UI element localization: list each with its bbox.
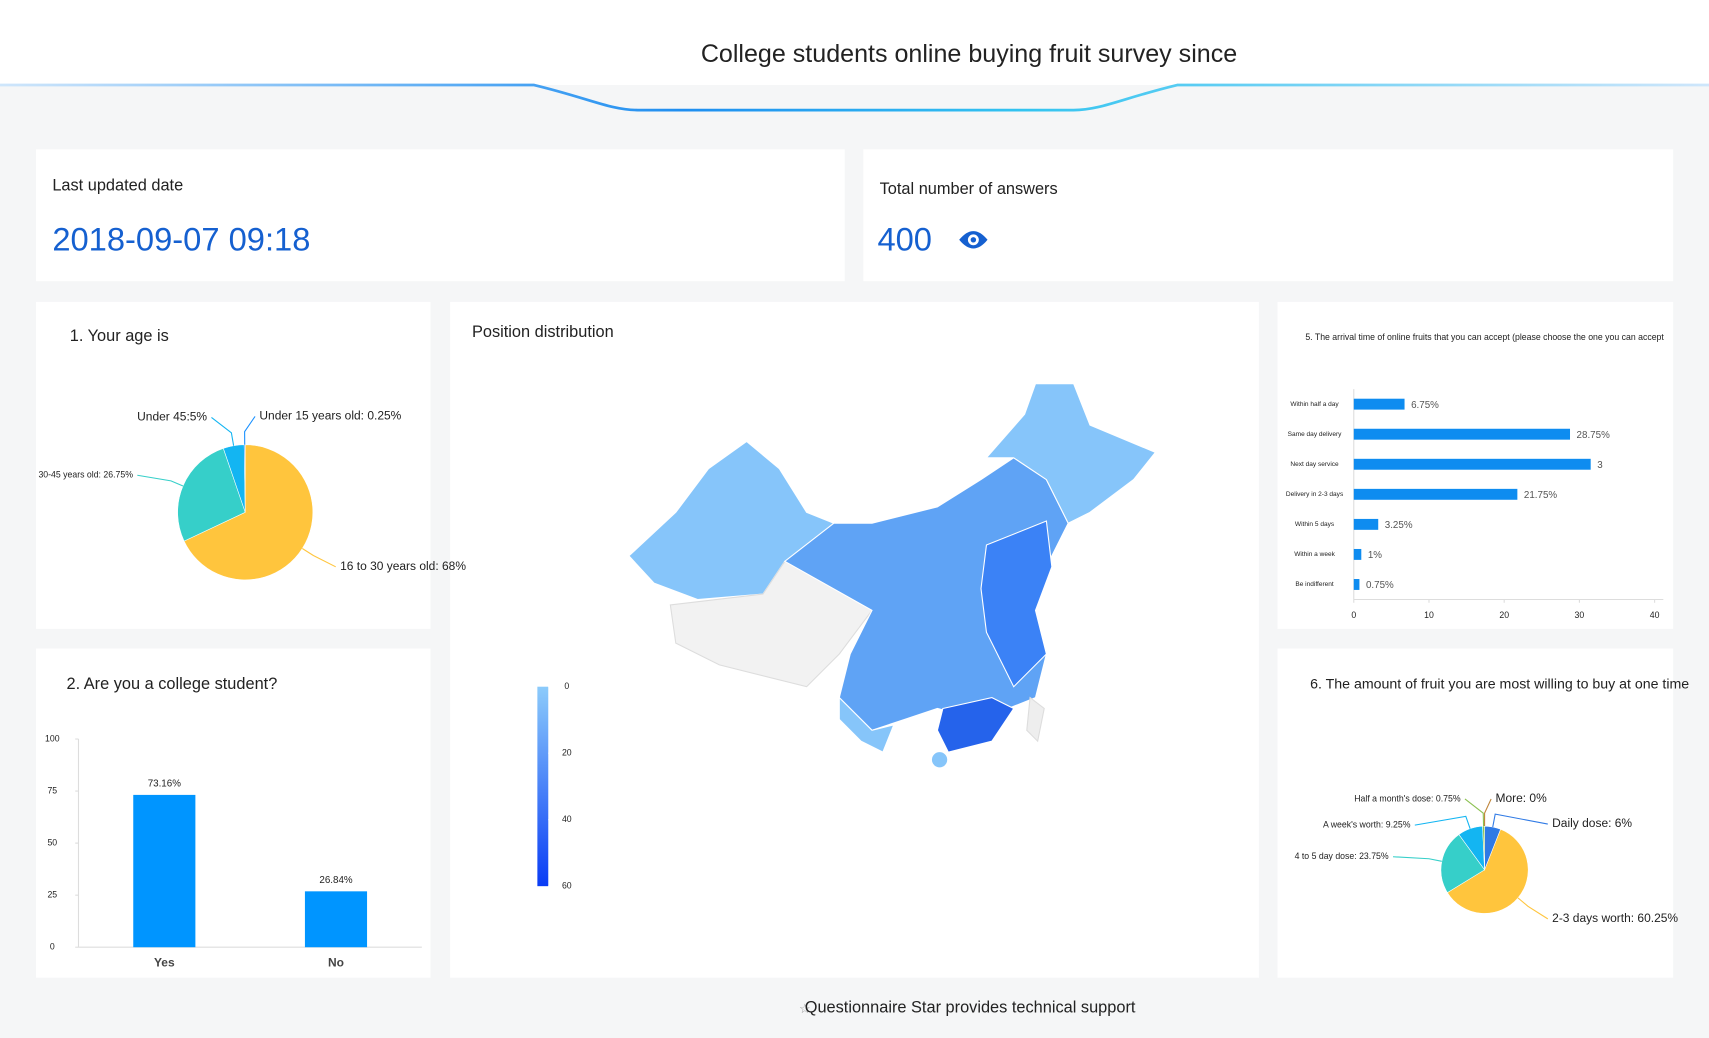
y-tick-label: Within 5 days bbox=[1295, 521, 1335, 528]
header-band bbox=[0, 0, 1709, 86]
color-tick-label: 40 bbox=[562, 814, 572, 824]
value-label: 21.75% bbox=[1524, 490, 1558, 501]
value-label: 3.25% bbox=[1385, 520, 1413, 531]
leader-line bbox=[1484, 798, 1492, 827]
x-tick-label: Yes bbox=[154, 956, 175, 970]
bar bbox=[1353, 488, 1518, 500]
footer-text: Questionnaire Star provides technical su… bbox=[805, 999, 1136, 1017]
slice-label: 4 to 5 day dose: 23.75% bbox=[1295, 851, 1389, 861]
panel bbox=[450, 301, 1259, 978]
value-label: 28.75% bbox=[1577, 430, 1611, 441]
chart-title: 2. Are you a college student? bbox=[66, 675, 277, 693]
y-tick-label: 25 bbox=[47, 889, 57, 899]
slice-label: Daily dose: 6% bbox=[1552, 816, 1632, 830]
leader-line bbox=[1464, 798, 1485, 827]
pie-slice bbox=[177, 448, 246, 542]
header-line bbox=[0, 83, 1709, 112]
x-tick-label: 0 bbox=[1351, 610, 1356, 620]
y-tick-label: 50 bbox=[47, 837, 57, 847]
y-tick-label: Same day delivery bbox=[1288, 431, 1342, 438]
x-tick-label: No bbox=[328, 956, 344, 970]
bar bbox=[1353, 398, 1405, 410]
pie-slice bbox=[243, 444, 246, 513]
y-tick-label: Delivery in 2-3 days bbox=[1286, 491, 1344, 498]
y-tick-label: Next day service bbox=[1290, 461, 1339, 468]
footer-icon: ☆ bbox=[799, 1001, 811, 1016]
slice-label: Under 15 years old: 0.25% bbox=[259, 409, 401, 423]
leader-line bbox=[211, 417, 235, 446]
x-tick-label: 10 bbox=[1424, 610, 1434, 620]
color-tick-label: 0 bbox=[564, 681, 569, 691]
card-label: Last updated date bbox=[52, 177, 183, 195]
bar bbox=[133, 794, 196, 948]
y-tick-label: Within a week bbox=[1294, 551, 1335, 558]
slice-label: A week's worth: 9.25% bbox=[1323, 819, 1411, 829]
chart-title: Position distribution bbox=[472, 323, 614, 341]
card-label: Total number of answers bbox=[880, 180, 1058, 198]
value-label: 0.75% bbox=[1366, 580, 1394, 591]
color-scale bbox=[537, 686, 549, 887]
x-tick-label: 30 bbox=[1575, 610, 1585, 620]
y-tick-label: 75 bbox=[47, 785, 57, 795]
page-title: College students online buying fruit sur… bbox=[701, 40, 1237, 68]
value-label: 1% bbox=[1368, 550, 1382, 561]
slice-label: Under 45:5% bbox=[137, 410, 207, 424]
y-tick-label: 100 bbox=[45, 733, 60, 743]
y-tick-label: 0 bbox=[50, 942, 55, 952]
leader-line bbox=[1414, 815, 1471, 829]
y-tick-label: Within half a day bbox=[1290, 401, 1339, 408]
bar bbox=[1353, 458, 1591, 470]
bar bbox=[1353, 428, 1571, 440]
bar bbox=[304, 891, 368, 948]
card bbox=[35, 149, 845, 282]
x-tick-label: 40 bbox=[1650, 610, 1660, 620]
chart-title: 6. The amount of fruit you are most will… bbox=[1310, 676, 1689, 692]
pie-slice bbox=[183, 444, 314, 581]
value-label: 6.75% bbox=[1411, 400, 1439, 411]
bar bbox=[1353, 548, 1362, 560]
slice-label: 30-45 years old: 26.75% bbox=[38, 470, 133, 480]
slice-label: Half a month's dose: 0.75% bbox=[1354, 793, 1461, 803]
color-tick-label: 60 bbox=[562, 880, 572, 890]
card bbox=[863, 149, 1674, 282]
value-label: 73.16% bbox=[148, 779, 182, 790]
pie-slice bbox=[1447, 828, 1529, 914]
leader-line bbox=[302, 548, 336, 568]
card-value: 2018-09-07 09:18 bbox=[52, 221, 310, 258]
slice-label: 16 to 30 years old: 68% bbox=[340, 559, 466, 573]
chart-title: 1. Your age is bbox=[70, 327, 169, 345]
leader-line bbox=[137, 474, 184, 487]
leader-line bbox=[1517, 897, 1549, 920]
slice-label: 2-3 days worth: 60.25% bbox=[1552, 911, 1678, 925]
chart-title: 5. The arrival time of online fruits tha… bbox=[1305, 332, 1664, 342]
bar bbox=[1353, 518, 1379, 530]
x-tick-label: 20 bbox=[1499, 610, 1509, 620]
leader-line bbox=[244, 416, 256, 445]
value-label: 3 bbox=[1597, 460, 1603, 471]
panel bbox=[1277, 648, 1674, 978]
eye-icon bbox=[959, 231, 988, 249]
china-map bbox=[628, 383, 1157, 768]
card-value: 400 bbox=[877, 221, 932, 258]
leader-line bbox=[1392, 856, 1442, 862]
leader-line bbox=[1492, 813, 1548, 828]
color-tick-label: 20 bbox=[562, 747, 572, 757]
bar bbox=[1353, 579, 1360, 590]
slice-label: More: 0% bbox=[1495, 791, 1547, 805]
value-label: 26.84% bbox=[319, 875, 353, 886]
scaled-layer: College students online buying fruit sur… bbox=[0, 0, 1709, 1017]
y-tick-label: Be indifferent bbox=[1295, 581, 1334, 588]
panel bbox=[35, 648, 431, 978]
